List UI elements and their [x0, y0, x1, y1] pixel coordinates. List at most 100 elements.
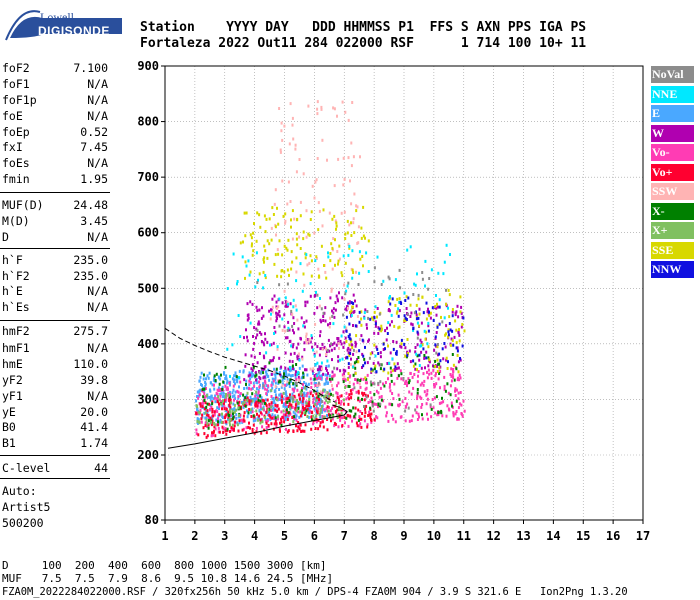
echo-point [285, 395, 288, 398]
echo-point [256, 333, 259, 337]
echo-point [284, 392, 287, 396]
param-row: h`Es N/A [2, 300, 108, 316]
echo-point [264, 401, 266, 405]
echo-point [228, 399, 231, 403]
echo-point [209, 389, 212, 393]
echo-point [318, 365, 321, 369]
echo-point [203, 397, 206, 401]
echo-point [339, 402, 342, 406]
echo-point [328, 211, 331, 215]
echo-point [217, 389, 220, 393]
echo-point [211, 407, 214, 411]
echo-point [266, 256, 269, 260]
echo-point [426, 389, 429, 392]
echo-point [284, 300, 287, 304]
param-row: foEp 0.52 [2, 125, 108, 141]
echo-point [278, 428, 281, 432]
echo-point [407, 377, 410, 381]
echo-point [405, 318, 408, 321]
echo-point [299, 397, 301, 401]
echo-point [364, 393, 367, 397]
echo-point [372, 318, 375, 322]
echo-point [373, 367, 376, 371]
echo-point [270, 226, 273, 230]
echo-point [399, 286, 402, 290]
echo-point [321, 224, 324, 228]
echo-point [321, 347, 324, 351]
echo-point [245, 426, 248, 430]
echo-point [336, 367, 339, 371]
echo-point [365, 395, 368, 399]
echo-point [342, 368, 345, 372]
echo-point [245, 264, 248, 268]
echo-point [311, 345, 314, 349]
echo-point [355, 304, 358, 308]
echo-point [398, 309, 401, 313]
echo-point [281, 253, 284, 257]
digisonde-logo: Lowell DIGISONDE [4, 4, 132, 44]
echo-point [369, 406, 372, 410]
echo-point [408, 379, 411, 383]
echo-point [247, 316, 250, 320]
echo-point [383, 367, 386, 371]
x-tick-label: 17 [636, 529, 650, 543]
echo-point [275, 369, 278, 373]
echo-point [267, 408, 270, 412]
echo-point [243, 387, 246, 390]
echo-point [255, 387, 258, 391]
echo-point [288, 373, 290, 377]
echo-point [199, 388, 202, 392]
echo-point [237, 396, 240, 400]
echo-point [412, 359, 415, 363]
legend-item: NoVal [651, 66, 694, 83]
echo-point [282, 214, 285, 218]
echo-point [376, 307, 379, 310]
echo-point [347, 281, 350, 285]
echo-point [330, 287, 333, 291]
echo-point [263, 375, 266, 379]
echo-point [354, 344, 357, 348]
echo-point [273, 422, 276, 426]
echo-point [198, 421, 201, 425]
echo-point [251, 363, 254, 367]
echo-point [342, 408, 345, 412]
echo-point [374, 364, 377, 368]
echo-point [352, 352, 355, 356]
echo-point [434, 374, 437, 378]
echo-point [351, 276, 354, 280]
echo-point [272, 358, 274, 362]
echo-point [347, 301, 350, 305]
echo-point [256, 404, 259, 408]
echo-point [292, 429, 295, 433]
echo-point [274, 419, 277, 423]
echo-point [260, 431, 263, 435]
echo-point [214, 400, 217, 404]
echo-point [223, 401, 225, 405]
echo-point [292, 420, 295, 424]
echo-point [329, 409, 332, 413]
echo-point [382, 342, 385, 346]
echo-point [263, 260, 265, 264]
echo-point [225, 398, 228, 402]
echo-point [241, 402, 244, 406]
param-name: M(D) [2, 214, 30, 228]
echo-point [334, 238, 336, 242]
echo-point [257, 320, 260, 324]
echo-point [244, 234, 247, 238]
echo-point [228, 397, 231, 401]
echo-point [218, 413, 221, 417]
echo-point [303, 381, 306, 384]
echo-point [379, 404, 381, 408]
echo-point [268, 413, 271, 417]
echo-point [454, 389, 456, 393]
echo-point [426, 376, 429, 380]
echo-point [254, 374, 257, 378]
echo-point [318, 400, 321, 403]
echo-point [246, 398, 249, 402]
echo-point [274, 188, 277, 192]
echo-point [359, 155, 361, 159]
echo-point [361, 397, 363, 401]
echo-point [208, 402, 211, 406]
echo-point [307, 232, 310, 236]
echo-point [307, 402, 310, 406]
